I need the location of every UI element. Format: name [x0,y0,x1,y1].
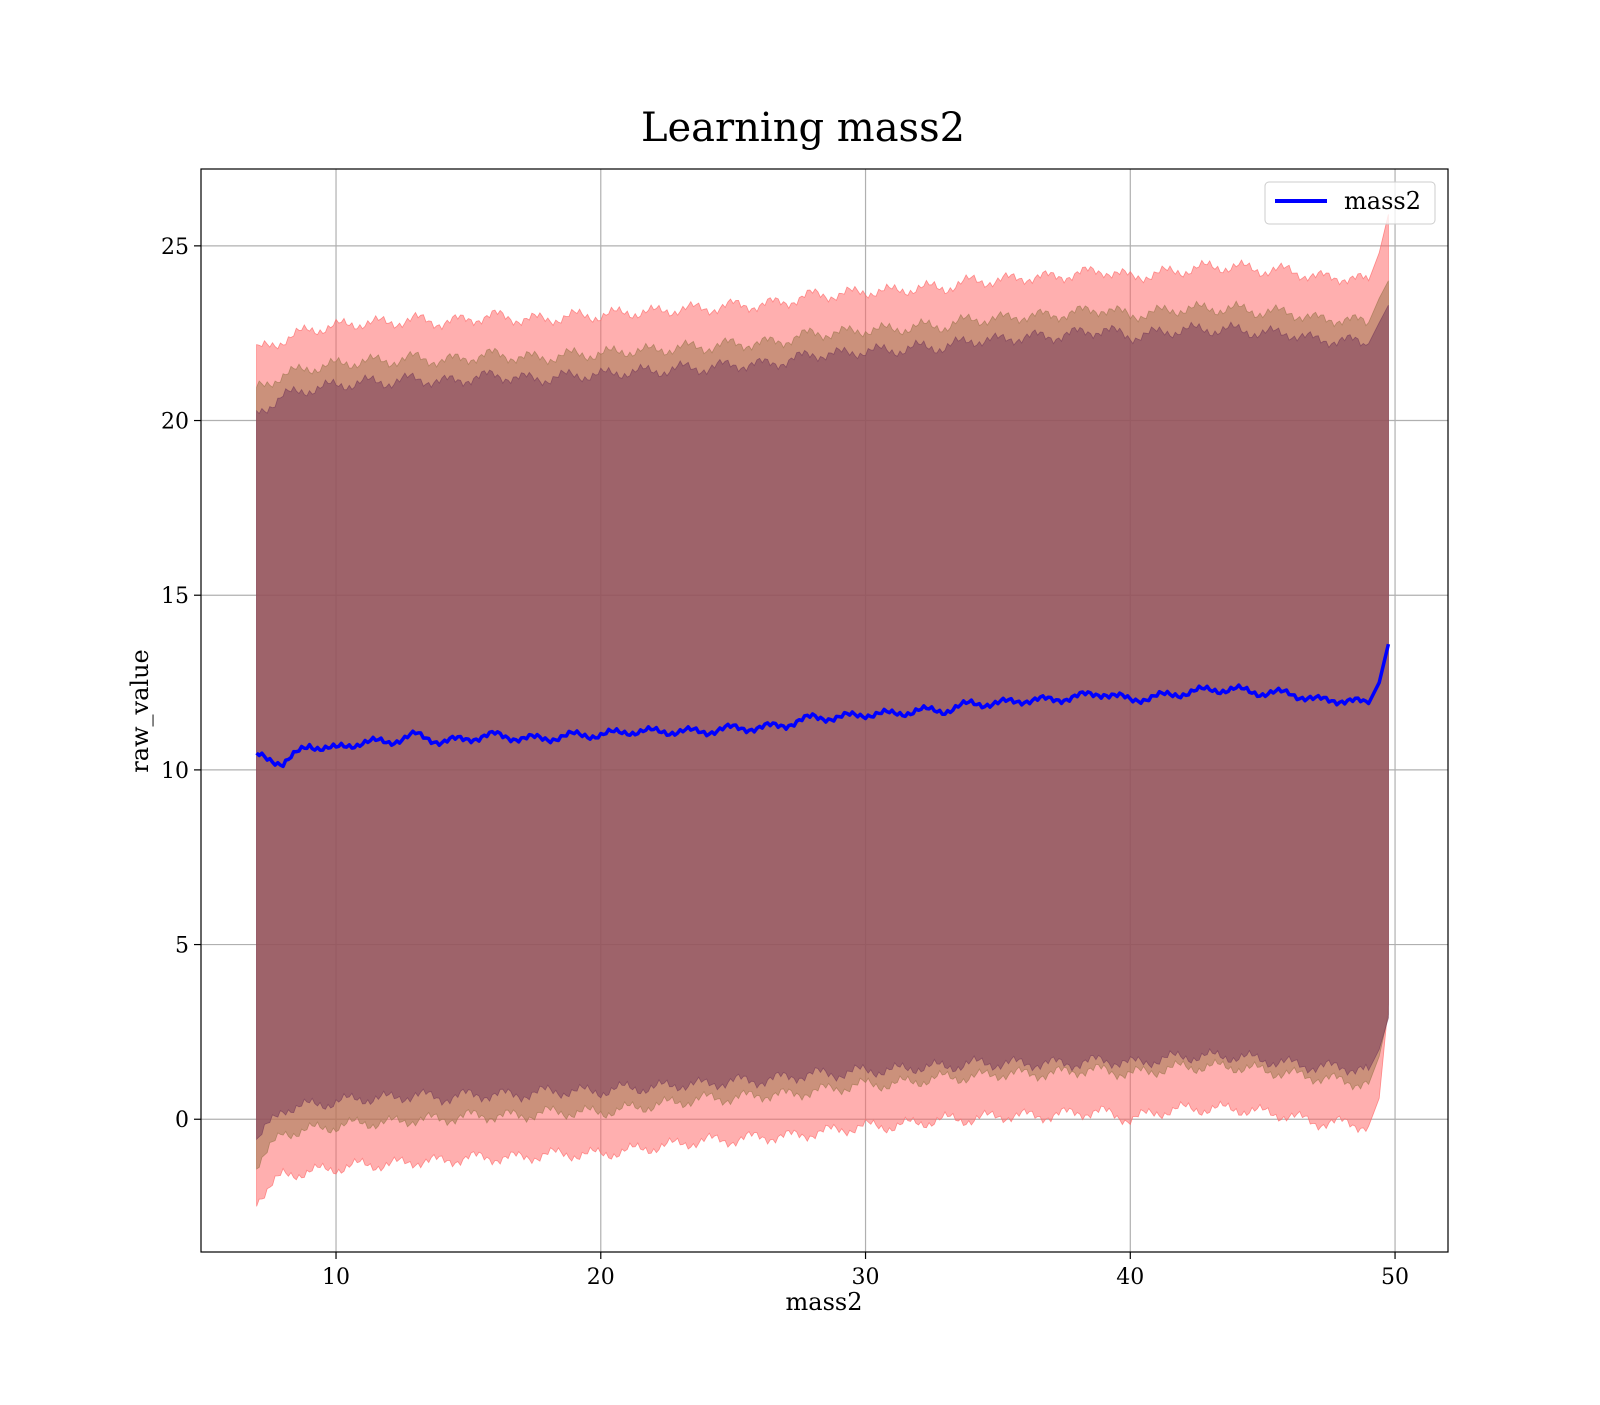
x-axis-label: mass2 [786,1288,863,1316]
line-layer [255,643,1391,769]
chart-title: Learning mass2 [641,105,965,151]
x-tick-label: 50 [1381,1265,1409,1290]
x-tick-label: 30 [852,1265,880,1290]
x-tick-label: 10 [322,1265,350,1290]
y-tick-label: 0 [175,1108,189,1133]
legend-box [1264,181,1436,225]
legend-label: mass2 [1344,187,1421,215]
y-tick-label: 5 [175,934,189,959]
mass2-line [255,643,1391,769]
y-tick-label: 20 [161,410,189,435]
x-tick-label: 20 [587,1265,615,1290]
y-tick-label: 15 [161,584,189,609]
y-tick-label: 10 [161,759,189,784]
bands-layer [256,214,1389,1207]
x-tick-label: 40 [1116,1265,1144,1290]
plot-frame [200,168,1449,1253]
legend: mass2 [1264,181,1436,225]
inner-band [256,305,1389,1141]
ticks-layer: 10 20 30 40 50 0 5 10 15 20 25 [161,235,1409,1290]
y-axis-label: raw_value [126,649,154,773]
y-tick-label: 25 [161,235,189,260]
